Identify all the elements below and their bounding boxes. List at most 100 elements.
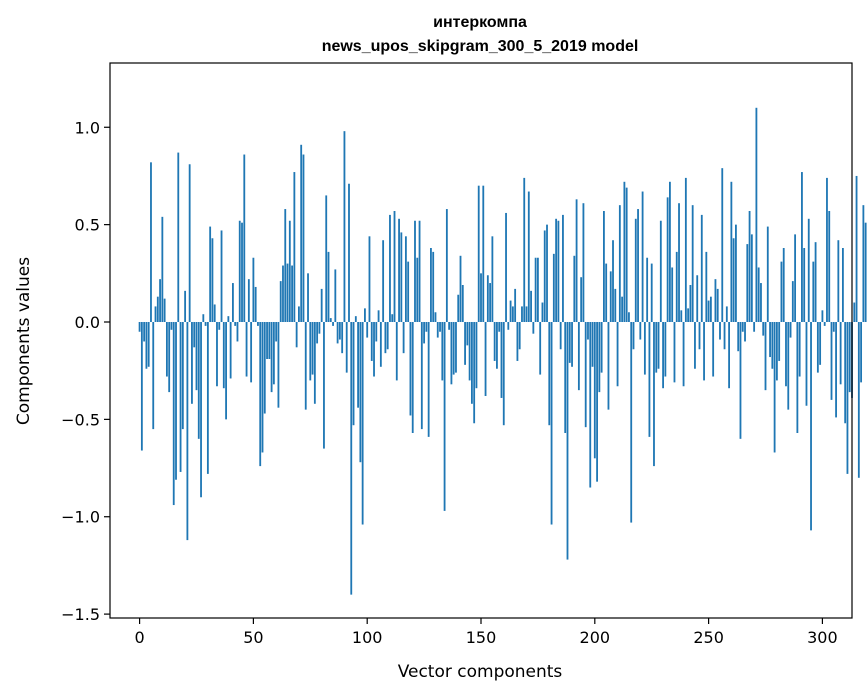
- y-axis-label: Components values: [14, 257, 34, 425]
- bar-211: [618, 205, 621, 322]
- bar-21: [186, 322, 189, 541]
- bar-102: [370, 322, 373, 361]
- bar-150: [480, 273, 482, 322]
- bar-226: [653, 322, 655, 467]
- bar-5: [150, 162, 152, 322]
- bar-296: [812, 261, 815, 322]
- bar-129: [432, 251, 435, 322]
- bar-283: [782, 248, 785, 322]
- bar-60: [275, 322, 278, 342]
- bar-87: [336, 322, 339, 344]
- x-tick-label: 0: [134, 628, 144, 647]
- bar-93: [350, 322, 353, 595]
- bar-260: [730, 181, 733, 322]
- bar-316: [857, 322, 860, 478]
- bar-179: [546, 224, 548, 322]
- bar-184: [557, 220, 560, 322]
- bar-229: [659, 220, 662, 322]
- bar-174: [534, 257, 537, 322]
- bar-118: [407, 261, 410, 322]
- x-tick-label: 250: [693, 628, 724, 647]
- bar-156: [493, 322, 496, 361]
- bar-72: [302, 154, 305, 322]
- bar-74: [307, 273, 309, 322]
- bar-190: [571, 322, 573, 367]
- bar-263: [737, 322, 740, 352]
- bar-3: [145, 322, 148, 369]
- bar-235: [673, 322, 676, 383]
- bar-234: [671, 267, 674, 322]
- bar-79: [318, 322, 321, 334]
- bar-96: [357, 322, 359, 408]
- bar-265: [741, 322, 744, 332]
- bar-66: [288, 220, 291, 322]
- bar-307: [837, 240, 840, 322]
- bar-22: [188, 164, 191, 322]
- bar-6: [152, 322, 155, 430]
- bar-318: [862, 205, 865, 322]
- bar-251: [709, 296, 712, 322]
- bar-164: [511, 306, 514, 322]
- bar-64: [284, 209, 287, 322]
- bar-128: [430, 248, 432, 322]
- bar-259: [728, 322, 730, 389]
- bar-59: [272, 322, 275, 385]
- bar-132: [439, 322, 441, 332]
- bar-213: [623, 181, 626, 322]
- plot-frame: [109, 62, 853, 619]
- bar-140: [457, 294, 460, 322]
- bar-125: [423, 322, 426, 344]
- bar-196: [584, 322, 587, 428]
- bar-77: [313, 322, 316, 404]
- bar-154: [489, 283, 492, 322]
- bar-210: [616, 322, 619, 387]
- bar-50: [252, 257, 255, 322]
- bar-191: [573, 255, 576, 322]
- bar-26: [197, 322, 200, 439]
- bar-136: [448, 322, 451, 330]
- bar-212: [621, 296, 624, 322]
- bar-62: [279, 281, 282, 322]
- bar-63: [282, 265, 284, 322]
- bar-143: [464, 322, 466, 365]
- bar-162: [507, 322, 510, 330]
- bar-224: [648, 322, 651, 437]
- bar-52: [257, 322, 259, 326]
- bar-113: [395, 322, 398, 381]
- bar-298: [816, 322, 819, 373]
- bar-165: [514, 288, 517, 322]
- bar-131: [436, 322, 439, 338]
- bar-227: [655, 322, 658, 373]
- bar-198: [589, 322, 592, 488]
- bar-163: [509, 300, 512, 322]
- bar-92: [348, 183, 350, 322]
- bar-243: [691, 205, 694, 322]
- bar-99: [364, 308, 366, 322]
- bar-100: [366, 322, 369, 338]
- bar-36: [220, 230, 223, 322]
- bar-315: [855, 175, 858, 322]
- bar-123: [418, 220, 421, 322]
- bar-18: [179, 322, 182, 472]
- bar-278: [771, 322, 774, 369]
- bar-86: [334, 269, 337, 322]
- bar-133: [441, 322, 444, 381]
- bar-216: [630, 322, 633, 523]
- bars: [138, 107, 867, 595]
- bar-109: [386, 322, 389, 350]
- bar-221: [641, 191, 644, 322]
- bar-153: [486, 275, 489, 322]
- bar-0: [138, 322, 141, 332]
- bar-258: [725, 306, 728, 322]
- bar-149: [477, 185, 480, 322]
- bar-262: [735, 224, 737, 322]
- y-ticks: −1.5 −1.0 −0.5 0.0 0.5 1.0: [61, 118, 110, 624]
- bar-73: [304, 322, 307, 410]
- bar-148: [475, 322, 478, 389]
- bar-317: [860, 322, 863, 383]
- bar-286: [789, 322, 792, 338]
- bar-142: [461, 285, 464, 322]
- bar-291: [801, 172, 803, 322]
- bar-305: [832, 322, 835, 332]
- bar-10: [161, 216, 164, 322]
